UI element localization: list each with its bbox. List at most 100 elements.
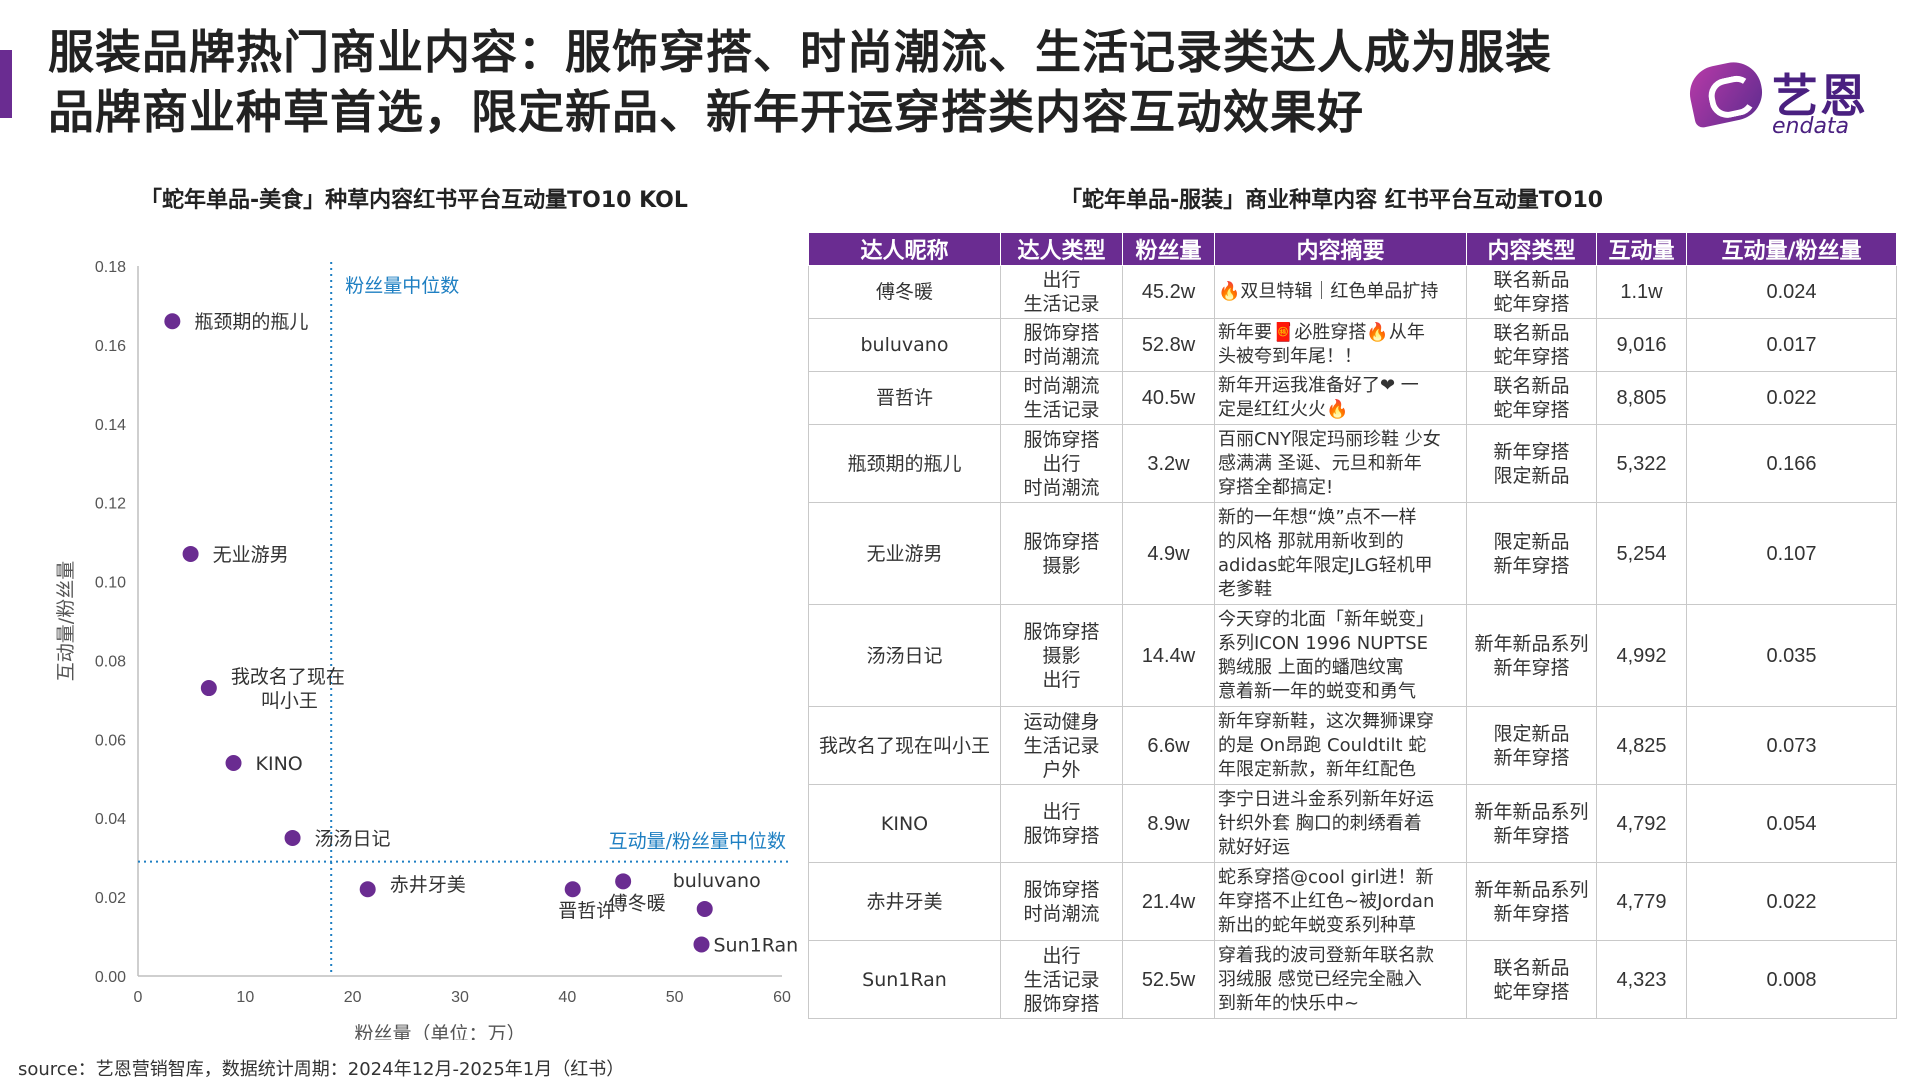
content-type-cell: 新年新品系列 新年穿搭 xyxy=(1466,604,1597,707)
kol-name-cell: 傅冬暖 xyxy=(808,265,1001,319)
interaction-cell: 5,322 xyxy=(1596,424,1687,503)
summary-cell: 蛇系穿搭@cool girl进！新 年穿搭不止红色~被Jordan 新出的蛇年蜕变系… xyxy=(1214,862,1467,941)
y-tick-label: 0.00 xyxy=(95,969,126,986)
scatter-chart: 0 10 20 30 40 50 60 0.00 0.02 0.04 0.06 0.08 0.10 0.1… xyxy=(55,259,798,1040)
kol-type-line: 生活记录 xyxy=(1023,293,1100,315)
summary-line: 感满满 圣诞、元旦和新年 xyxy=(1218,452,1422,474)
title-accent-bar xyxy=(0,50,12,118)
page-title: 服装品牌热门商业内容：服饰穿搭、时尚潮流、生活记录类达人成为服装 品牌商业种草首… xyxy=(48,22,1588,142)
summary-line: 定是红红火火🔥 xyxy=(1218,399,1349,420)
table-header-row: 达人昵称 达人类型 粉丝量 内容摘要 内容类型 互动量 互动量/粉丝量 xyxy=(808,232,1897,266)
content-type-cell: 新年穿搭 限定新品 xyxy=(1466,424,1597,503)
ratio-cell: 0.008 xyxy=(1686,940,1897,1019)
chart-title: 「蛇年单品-美食」种草内容红书平台互动量TO10 KOL xyxy=(140,188,688,213)
summary-line: 鹅绒服 上面的蟠虺纹寓 xyxy=(1218,656,1404,678)
summary-line: 针织外套 胸口的刺绣看着 xyxy=(1218,812,1422,834)
kol-type-line: 摄影 xyxy=(1042,644,1081,667)
kol-type-cell: 服饰穿搭 摄影 xyxy=(1000,502,1123,605)
content-type-line: 新年新品系列 xyxy=(1474,800,1589,823)
kol-type-line: 出行 xyxy=(1042,944,1081,967)
median-y-label: 互动量/粉丝量中位数 xyxy=(609,831,786,853)
summary-line: 老爹鞋 xyxy=(1218,578,1272,600)
kol-type-line: 服饰穿搭 xyxy=(1023,824,1100,847)
summary-line: 意着新一年的蜕变和勇气 xyxy=(1218,680,1416,702)
kol-type-line: 服饰穿搭 xyxy=(1023,428,1100,451)
page-title-line-1: 服装品牌热门商业内容：服饰穿搭、时尚潮流、生活记录类达人成为服装 xyxy=(48,25,1552,79)
content-type-cell: 联名新品 蛇年穿搭 xyxy=(1466,318,1597,372)
table-header-cell: 内容类型 xyxy=(1466,232,1597,266)
table-title: 「蛇年单品-服装」商业种草内容 红书平台互动量TO10 xyxy=(1060,188,1604,213)
scatter-point xyxy=(615,873,632,890)
interaction-cell: 4,792 xyxy=(1596,784,1687,863)
kol-name-cell: 赤井牙美 xyxy=(808,862,1001,941)
content-type-line: 新年穿搭 xyxy=(1493,554,1570,577)
point-label: 汤汤日记 xyxy=(315,828,391,850)
kol-type-line: 时尚潮流 xyxy=(1023,346,1100,368)
y-tick-label: 0.08 xyxy=(95,653,126,670)
content-type-line: 新年穿搭 xyxy=(1493,746,1570,769)
kol-type-cell: 服饰穿搭 时尚潮流 xyxy=(1000,862,1123,941)
y-tick-label: 0.04 xyxy=(95,811,126,828)
x-tick-label: 40 xyxy=(558,989,576,1006)
interaction-cell: 9,016 xyxy=(1596,318,1687,372)
content-type-line: 联名新品 xyxy=(1493,956,1570,979)
kol-type-cell: 运动健身 生活记录 户外 xyxy=(1000,706,1123,785)
scatter-point xyxy=(359,881,376,898)
content-type-line: 新年穿搭 xyxy=(1493,440,1570,463)
interaction-cell: 1.1w xyxy=(1596,265,1687,319)
kol-type-line: 时尚潮流 xyxy=(1023,902,1100,925)
table-row: 傅冬暖 出行 生活记录 45.2w 🔥双旦特辑｜红色单品扩持 联名新品 蛇年穿搭 1.1w 0.… xyxy=(808,265,1897,319)
interaction-cell: 4,779 xyxy=(1596,862,1687,941)
content-type-cell: 限定新品 新年穿搭 xyxy=(1466,706,1597,785)
fans-cell: 6.6w xyxy=(1122,706,1215,785)
content-type-line: 限定新品 xyxy=(1493,464,1570,487)
summary-cell: 新年要🧧必胜穿搭🔥从年 头被夸到年尾！！ xyxy=(1214,318,1467,372)
fans-cell: 8.9w xyxy=(1122,784,1215,863)
interaction-cell: 8,805 xyxy=(1596,371,1687,425)
summary-line: 年穿搭不止红色~被Jordan xyxy=(1218,890,1435,912)
table-header-cell: 粉丝量 xyxy=(1122,232,1215,266)
summary-cell: 今天穿的北面「新年蜕变」 系列ICON 1996 NUPTSE 鹅绒服 上面的蟠虺纹… xyxy=(1214,604,1467,707)
x-tick-label: 60 xyxy=(773,989,791,1006)
summary-line: 百丽CNY限定玛丽珍鞋 少女 xyxy=(1218,428,1441,450)
ratio-cell: 0.022 xyxy=(1686,371,1897,425)
table-row: buluvano 服饰穿搭 时尚潮流 52.8w 新年要🧧必胜穿搭🔥从年 头被夸到年尾！！… xyxy=(808,318,1897,372)
summary-line: 的是 On昂跑 Couldtilt 蛇 xyxy=(1218,734,1427,756)
scatter-point xyxy=(693,936,710,953)
kol-type-line: 出行 xyxy=(1042,668,1081,691)
scatter-point xyxy=(696,900,713,917)
x-tick-label: 0 xyxy=(134,989,143,1006)
summary-cell: 🔥双旦特辑｜红色单品扩持 xyxy=(1214,265,1467,319)
y-tick-label: 0.14 xyxy=(95,417,126,434)
point-label: 傅冬暖 xyxy=(609,892,666,914)
point-label: 瓶颈期的瓶儿 xyxy=(194,311,308,333)
interaction-cell: 4,992 xyxy=(1596,604,1687,707)
point-label: 晋哲许 xyxy=(558,900,615,922)
content-type-line: 联名新品 xyxy=(1493,375,1570,397)
kol-type-cell: 服饰穿搭 出行 时尚潮流 xyxy=(1000,424,1123,503)
median-x-label: 粉丝量中位数 xyxy=(345,275,459,297)
content-type-cell: 联名新品 蛇年穿搭 xyxy=(1466,265,1597,319)
content-type-cell: 联名新品 蛇年穿搭 xyxy=(1466,940,1597,1019)
y-tick-label: 0.16 xyxy=(95,338,126,355)
table-body: 傅冬暖 出行 生活记录 45.2w 🔥双旦特辑｜红色单品扩持 联名新品 蛇年穿搭 1.1w 0.… xyxy=(808,265,1897,1019)
table-row: 汤汤日记 服饰穿搭 摄影 出行 14.4w 今天穿的北面「新年蜕变」 系列ICON 1996… xyxy=(808,604,1897,707)
summary-line: 到新年的快乐中~ xyxy=(1218,992,1360,1014)
summary-line: 新年开运我准备好了❤ 一 xyxy=(1218,375,1419,396)
fans-cell: 3.2w xyxy=(1122,424,1215,503)
endata-logo-icon xyxy=(1684,57,1768,129)
fans-cell: 52.5w xyxy=(1122,940,1215,1019)
interaction-cell: 5,254 xyxy=(1596,502,1687,605)
content-type-line: 限定新品 xyxy=(1493,722,1570,745)
kol-type-line: 服饰穿搭 xyxy=(1023,878,1100,901)
kol-type-line: 服饰穿搭 xyxy=(1023,530,1100,553)
table-header-cell: 互动量/粉丝量 xyxy=(1686,232,1897,266)
logo-cn-text: 艺恩 xyxy=(1772,69,1868,123)
content-type-cell: 新年新品系列 新年穿搭 xyxy=(1466,784,1597,863)
table-header-cell: 达人昵称 xyxy=(808,232,1001,266)
kol-type-line: 时尚潮流 xyxy=(1023,476,1100,499)
fans-cell: 4.9w xyxy=(1122,502,1215,605)
summary-cell: 新年穿新鞋，这次舞狮课穿 的是 On昂跑 Couldtilt 蛇年限定新款，新年红… xyxy=(1214,706,1467,785)
ratio-cell: 0.107 xyxy=(1686,502,1897,605)
point-label: 我改名了现在叫小王 xyxy=(231,666,345,712)
